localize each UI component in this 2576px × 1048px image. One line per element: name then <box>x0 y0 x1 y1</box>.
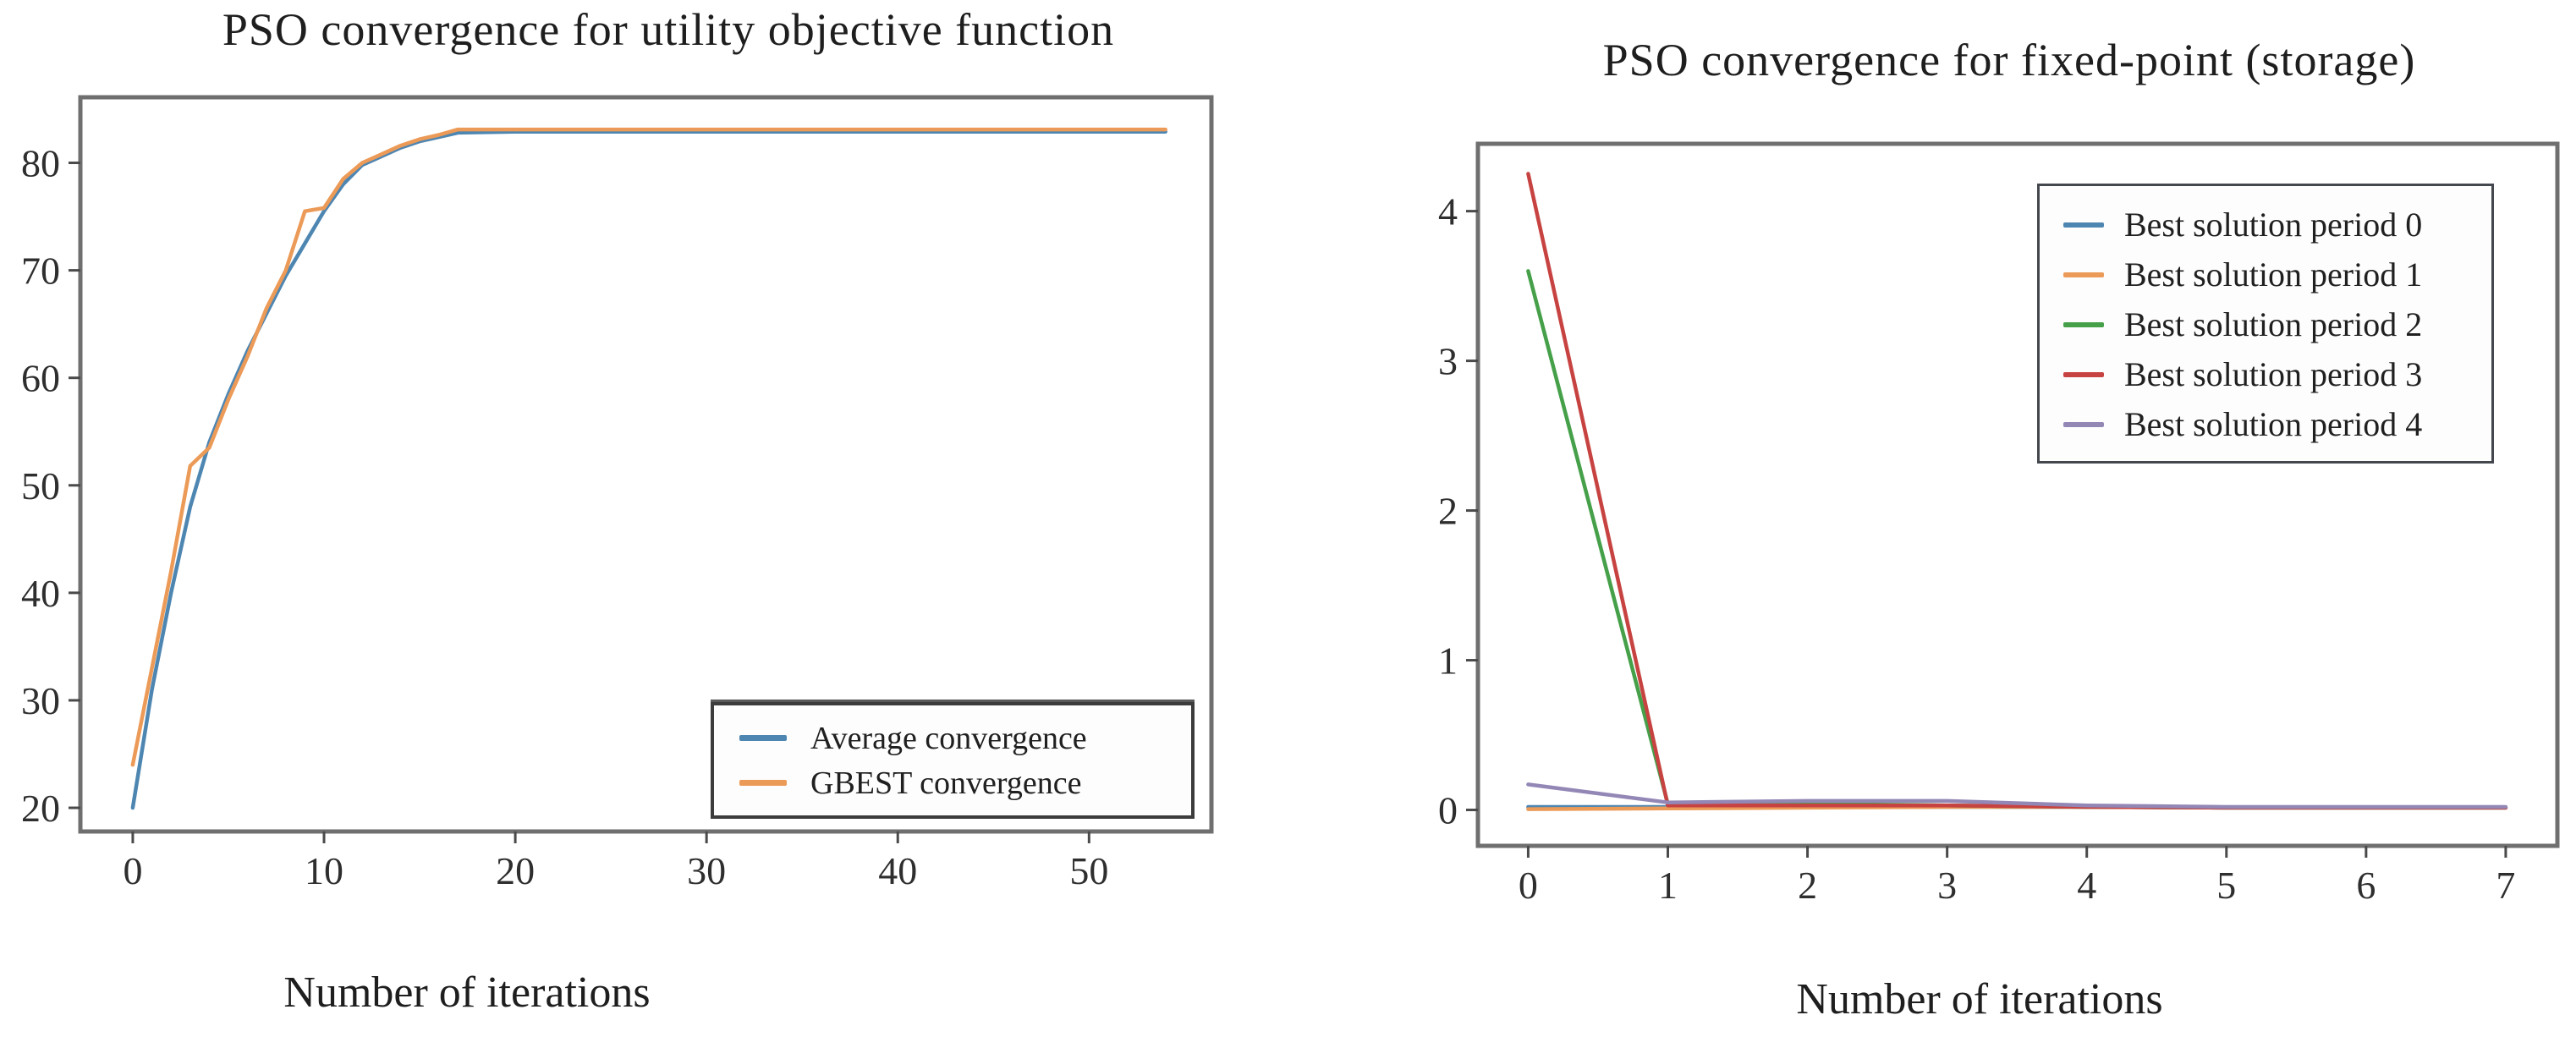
x-tick-label: 1 <box>1658 864 1678 907</box>
legend-label: Average convergence <box>810 720 1087 756</box>
legend-item: Best solution period 0 <box>2063 200 2491 250</box>
y-tick-label: 4 <box>1438 190 1458 233</box>
legend-line-swatch <box>2063 222 2104 228</box>
x-axis-label: Number of iterations <box>283 968 651 1017</box>
legend-item: Best solution period 4 <box>2063 399 2491 449</box>
x-tick-label: 6 <box>2356 864 2376 907</box>
legend-item: Best solution period 1 <box>2063 250 2491 299</box>
x-axis-label: Number of iterations <box>1796 975 2163 1023</box>
legend-item: Average convergence <box>739 716 1191 760</box>
x-tick-label: 2 <box>1798 864 1817 907</box>
series-line-average-convergence <box>130 129 1167 810</box>
x-tick-label: 50 <box>1069 849 1108 892</box>
y-tick-label: 1 <box>1438 639 1458 683</box>
legend-label: GBEST convergence <box>810 765 1082 801</box>
x-tick-label: 40 <box>878 849 917 892</box>
series-line-gbest-convergence <box>130 127 1167 767</box>
y-tick-label: 40 <box>21 572 60 615</box>
x-tick-label: 7 <box>2496 864 2515 907</box>
legend: Best solution period 0 Best solution peri… <box>2037 184 2494 464</box>
y-tick-label: 60 <box>21 357 60 400</box>
y-tick-label: 50 <box>21 464 60 508</box>
legend-item: GBEST convergence <box>739 760 1191 805</box>
x-tick-label: 30 <box>687 849 726 892</box>
legend-label: Best solution period 1 <box>2124 255 2423 294</box>
y-tick-label: 3 <box>1438 340 1458 383</box>
y-tick-label: 30 <box>21 679 60 722</box>
x-tick-label: 20 <box>496 849 535 892</box>
legend-line-swatch <box>739 735 787 741</box>
chart-title: PSO convergence for fixed-point (storage… <box>1602 35 2416 85</box>
legend-line-swatch <box>2063 272 2104 277</box>
legend-item: Best solution period 3 <box>2063 349 2491 399</box>
y-tick-label: 0 <box>1438 789 1458 832</box>
plot-border <box>78 95 1214 834</box>
x-tick-label: 4 <box>2077 864 2096 907</box>
y-tick-label: 2 <box>1438 490 1458 533</box>
series-line-best-solution-period-4 <box>1526 782 2508 809</box>
legend-line-swatch <box>2063 371 2104 377</box>
legend: Average convergence GBEST convergence <box>711 702 1195 819</box>
x-tick-label: 0 <box>1519 864 1538 907</box>
x-tick-label: 5 <box>2216 864 2236 907</box>
legend-line-swatch <box>2063 321 2104 327</box>
chart-title: PSO convergence for utility objective fu… <box>222 4 1115 55</box>
legend-label: Best solution period 2 <box>2124 305 2423 343</box>
legend-line-swatch <box>2063 421 2104 427</box>
legend-line-swatch <box>739 780 787 786</box>
y-tick-label: 80 <box>21 142 60 185</box>
y-tick-label: 70 <box>21 250 60 293</box>
legend-label: Best solution period 0 <box>2124 206 2423 244</box>
plot-border <box>1475 141 2560 848</box>
x-tick-label: 10 <box>305 849 343 892</box>
legend-label: Best solution period 3 <box>2124 355 2423 393</box>
legend-label: Best solution period 4 <box>2124 405 2423 443</box>
x-tick-label: 3 <box>1937 864 1957 907</box>
x-tick-label: 0 <box>123 849 142 892</box>
legend-item: Best solution period 2 <box>2063 299 2491 349</box>
y-tick-label: 20 <box>21 787 60 830</box>
